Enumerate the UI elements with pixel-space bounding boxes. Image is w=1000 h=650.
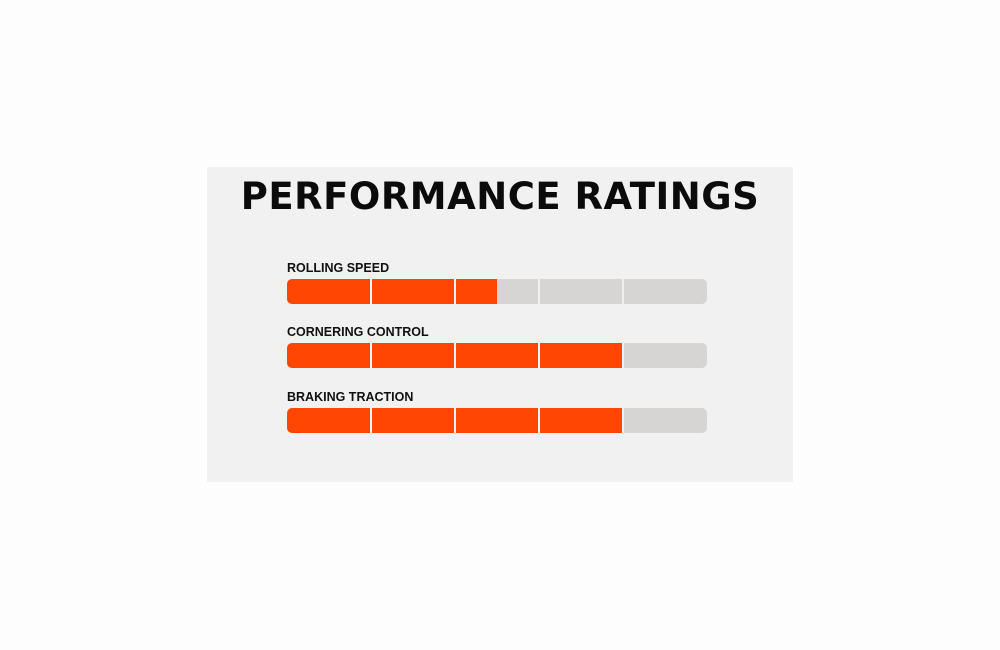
segment-divider: [454, 279, 456, 304]
chart-title: PERFORMANCE RATINGS: [240, 175, 760, 218]
rating-row: CORNERING CONTROL: [287, 325, 707, 368]
rating-label: ROLLING SPEED: [287, 261, 390, 275]
rating-label: CORNERING CONTROL: [287, 325, 429, 339]
segment-divider: [454, 408, 456, 433]
rating-bar-fill: [287, 279, 497, 304]
segment-divider: [538, 408, 540, 433]
rating-bar-track: [287, 343, 707, 368]
segment-divider: [370, 408, 372, 433]
segment-divider: [622, 343, 624, 368]
rating-row: BRAKING TRACTION: [287, 390, 707, 433]
segment-divider: [538, 279, 540, 304]
segment-divider: [370, 279, 372, 304]
performance-ratings-panel: PERFORMANCE RATINGS ROLLING SPEED CORNERI…: [207, 167, 793, 482]
rating-row: ROLLING SPEED: [287, 261, 707, 304]
rating-bar-track: [287, 279, 707, 304]
rating-bar-track: [287, 408, 707, 433]
segment-divider: [370, 343, 372, 368]
segment-divider: [454, 343, 456, 368]
segment-divider: [622, 279, 624, 304]
rating-label: BRAKING TRACTION: [287, 390, 414, 404]
segment-divider: [622, 408, 624, 433]
segment-divider: [538, 343, 540, 368]
